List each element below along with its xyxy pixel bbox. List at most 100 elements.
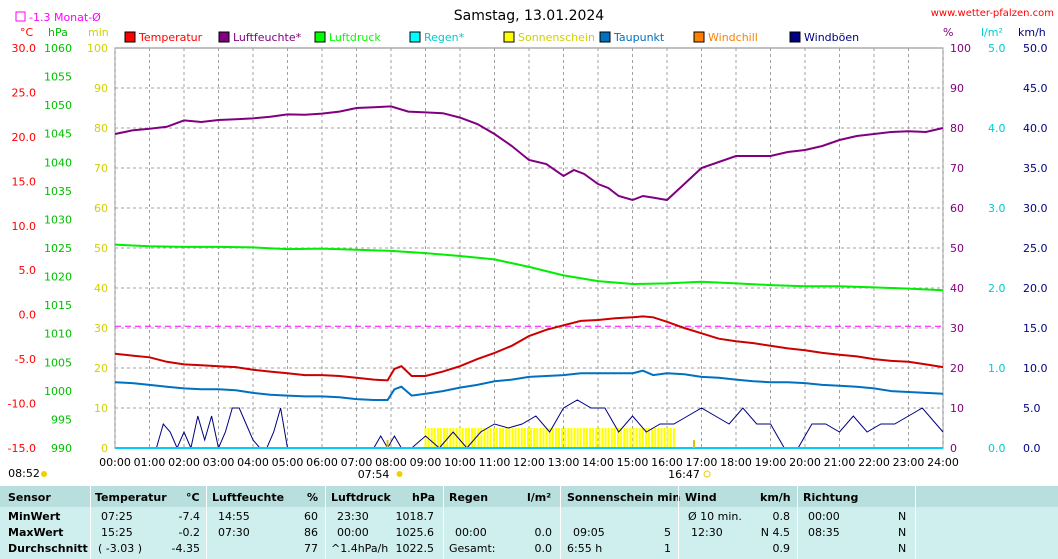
row-label-avg: Durchschnitt: [8, 542, 88, 555]
x-tick-label: 07:00: [341, 456, 373, 469]
x-tick-label: 03:00: [203, 456, 235, 469]
pressure-tick-label: 1040: [44, 156, 72, 169]
wind-tick-label: 0.0: [1023, 442, 1041, 455]
legend-label: Taupunkt: [613, 31, 665, 44]
rain-tick-label: 3.0: [988, 202, 1006, 215]
header-sensor: Sensor: [8, 491, 51, 504]
wind-min-label: Ø 10 min.: [688, 510, 742, 523]
sun-tick-label: 20: [94, 362, 108, 375]
temp-tick-label: -15.0: [8, 442, 36, 455]
sun-tick-label: 60: [94, 202, 108, 215]
x-tick-label: 11:00: [479, 456, 511, 469]
sun-tick-label: 10: [94, 402, 108, 415]
legend-swatch: [124, 31, 136, 43]
wind-tick-label: 20.0: [1023, 282, 1048, 295]
rain-tick-label: 0.0: [988, 442, 1006, 455]
legend-label: Sonnenschein: [518, 31, 595, 44]
sun-max-value: 5: [664, 526, 671, 539]
hum-min-time: 14:55: [218, 510, 250, 523]
sun-max-time: 09:05: [573, 526, 605, 539]
legend-swatch: [693, 31, 705, 43]
humidity-tick-label: 80: [950, 122, 964, 135]
humidity-tick-label: 20: [950, 362, 964, 375]
legend-swatch: [314, 31, 326, 43]
rain-tick-label: 5.0: [988, 42, 1006, 55]
series-luftfeuchte: [114, 105, 944, 202]
humidity-tick-label: 40: [950, 282, 964, 295]
temp-tick-label: 0.0: [19, 309, 37, 322]
header-press-unit: hPa: [412, 491, 436, 504]
x-tick-label: 19:00: [755, 456, 787, 469]
press-min-value: 1018.7: [395, 510, 435, 523]
wind-min-value: 0.8: [772, 510, 791, 523]
header-regen: Regen: [449, 491, 489, 504]
pressure-tick-label: 1020: [44, 271, 72, 284]
temp-tick-label: 5.0: [19, 264, 37, 277]
header-hum-unit: %: [307, 491, 319, 504]
press-avg-value: 1022.5: [395, 542, 435, 555]
header-sonnenschein: Sonnenschein min: [567, 491, 681, 504]
legend-swatch: [599, 31, 611, 43]
chart-title: Samstag, 13.01.2024: [454, 8, 605, 24]
x-tick-label: 14:00: [582, 456, 614, 469]
temp-tick-label: 10.0: [12, 220, 37, 233]
humidity-tick-label: 0: [950, 442, 957, 455]
header-wind-unit: km/h: [760, 491, 791, 504]
temp-max-time: 15:25: [101, 526, 133, 539]
header-rain-unit: l/m²: [527, 491, 552, 504]
avg-note-swatch: [15, 11, 26, 22]
rain-max-time: 00:00: [455, 526, 487, 539]
wind-tick-label: 45.0: [1023, 82, 1048, 95]
pressure-unit-label: hPa: [48, 26, 68, 39]
x-tick-label: 08:00: [375, 456, 407, 469]
header-wind: Wind: [685, 491, 717, 504]
pressure-tick-label: 1005: [44, 356, 72, 369]
pressure-tick-label: 990: [51, 442, 72, 455]
source-link: www.wetter-pfalzen.com: [931, 8, 1054, 19]
x-tick-label: 05:00: [272, 456, 304, 469]
humidity-tick-label: 100: [950, 42, 971, 55]
header-richtung: Richtung: [803, 491, 859, 504]
pressure-tick-label: 1025: [44, 242, 72, 255]
hum-avg-value: 77: [304, 542, 318, 555]
hum-max-time: 07:30: [218, 526, 250, 539]
wind-max-time: 12:30: [691, 526, 723, 539]
x-tick-label: 15:00: [617, 456, 649, 469]
hum-min-value: 60: [304, 510, 318, 523]
pressure-tick-label: 1035: [44, 185, 72, 198]
temp-min-time: 07:25: [101, 510, 133, 523]
humidity-tick-label: 30: [950, 322, 964, 335]
dir-max-value: N: [898, 526, 907, 539]
sun-total: 6:55 h: [567, 542, 603, 555]
temp-tick-label: -10.0: [8, 398, 36, 411]
legend-swatch: [503, 31, 515, 43]
humidity-tick-label: 10: [950, 402, 964, 415]
x-tick-label: 22:00: [858, 456, 890, 469]
avg-note: -1.3 Monat-Ø: [29, 11, 101, 24]
wind-tick-label: 30.0: [1023, 202, 1048, 215]
wind-tick-label: 50.0: [1023, 42, 1048, 55]
pressure-tick-label: 1050: [44, 99, 72, 112]
sunset-sun-icon: [703, 470, 711, 478]
row-label-max: MaxWert: [8, 526, 64, 539]
wind-tick-label: 10.0: [1023, 362, 1048, 375]
sun-tick-label: 0: [101, 442, 108, 455]
x-tick-label: 24:00: [927, 456, 959, 469]
sunset-label: 16:47: [668, 468, 700, 481]
header-temperatur: Temperatur: [95, 491, 167, 504]
header-luftdruck: Luftdruck: [331, 491, 391, 504]
x-tick-label: 09:00: [410, 456, 442, 469]
temp-tick-label: 30.0: [12, 42, 37, 55]
x-tick-label: 16:00: [651, 456, 683, 469]
sunrise-label: 07:54: [358, 468, 390, 481]
sun-tick-label: 30: [94, 322, 108, 335]
dir-avg-value: N: [898, 542, 907, 555]
wind-tick-label: 35.0: [1023, 162, 1048, 175]
press-trend: ^1.4hPa/h: [331, 542, 389, 555]
legend-swatch: [409, 31, 421, 43]
legend-swatch: [218, 31, 230, 43]
stats-table-header: [0, 486, 1058, 507]
legend-label: Windböen: [804, 31, 859, 44]
temp-min-value: -7.4: [178, 510, 200, 523]
rain-unit-label: l/m²: [981, 26, 1003, 39]
